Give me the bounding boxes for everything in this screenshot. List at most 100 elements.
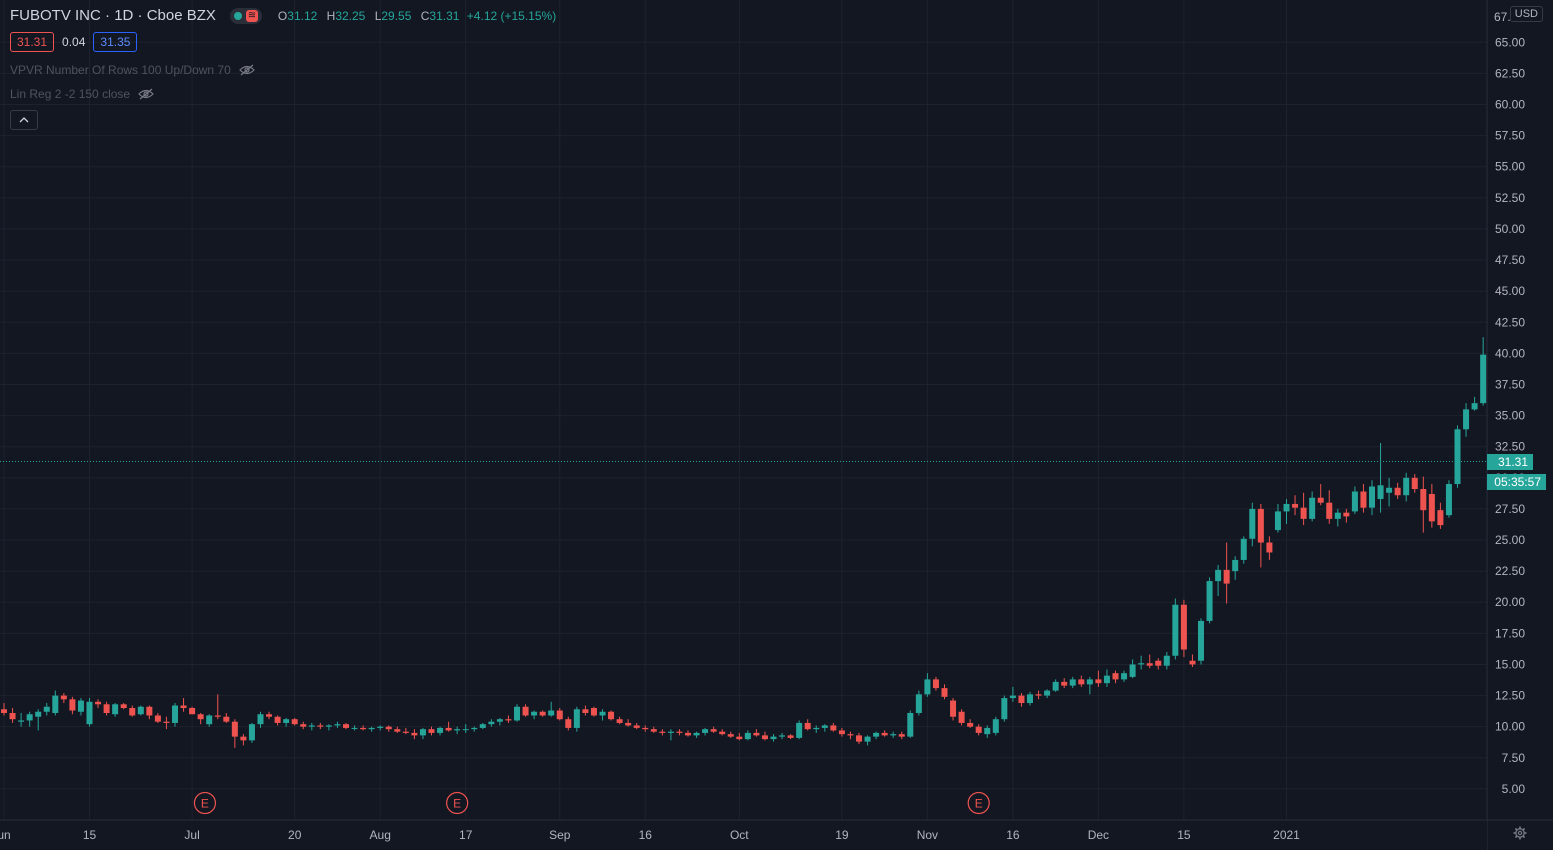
- candle[interactable]: [223, 712, 230, 723]
- candle[interactable]: [1018, 693, 1025, 707]
- candle[interactable]: [719, 729, 726, 736]
- candle[interactable]: [1334, 508, 1341, 527]
- candle[interactable]: [685, 730, 691, 737]
- candle[interactable]: [1309, 491, 1316, 522]
- candle[interactable]: [26, 711, 33, 727]
- candle[interactable]: [411, 729, 418, 740]
- candle[interactable]: [514, 704, 520, 722]
- candle[interactable]: [1403, 472, 1410, 502]
- candle[interactable]: [847, 731, 854, 740]
- candle[interactable]: [1480, 337, 1487, 406]
- candle[interactable]: [539, 710, 546, 717]
- price-axis[interactable]: [1487, 0, 1553, 850]
- candle[interactable]: [69, 696, 76, 715]
- candle[interactable]: [1095, 670, 1102, 687]
- candle[interactable]: [402, 727, 409, 735]
- candle[interactable]: [744, 730, 751, 741]
- symbol-title[interactable]: FUBOTV INC · 1D · Cboe BZX: [10, 7, 216, 24]
- candle[interactable]: [1027, 691, 1033, 706]
- candle[interactable]: [1463, 403, 1470, 437]
- candle[interactable]: [1274, 503, 1281, 533]
- candle[interactable]: [770, 734, 777, 742]
- candle[interactable]: [437, 726, 444, 736]
- candle[interactable]: [667, 729, 674, 741]
- candle[interactable]: [1411, 474, 1418, 493]
- earnings-marker[interactable]: E: [446, 791, 469, 815]
- candle[interactable]: [522, 704, 529, 717]
- candle[interactable]: [9, 708, 16, 723]
- candle[interactable]: [1001, 695, 1008, 722]
- candle[interactable]: [881, 730, 888, 737]
- candle[interactable]: [608, 710, 615, 721]
- candle[interactable]: [1103, 669, 1110, 687]
- candle[interactable]: [1206, 577, 1213, 624]
- candle[interactable]: [266, 711, 273, 720]
- candle[interactable]: [214, 694, 221, 720]
- candle[interactable]: [779, 732, 786, 740]
- candle[interactable]: [1343, 508, 1350, 523]
- candle[interactable]: [873, 731, 880, 740]
- candle[interactable]: [1180, 599, 1187, 657]
- candle[interactable]: [975, 724, 982, 736]
- candle[interactable]: [1215, 564, 1222, 597]
- candle[interactable]: [633, 722, 640, 730]
- candle[interactable]: [471, 726, 478, 732]
- candle[interactable]: [1360, 484, 1367, 513]
- candle[interactable]: [590, 706, 597, 717]
- candle[interactable]: [385, 725, 392, 732]
- candle[interactable]: [736, 732, 743, 741]
- candle[interactable]: [1069, 676, 1076, 689]
- candle[interactable]: [1394, 482, 1401, 499]
- candle[interactable]: [1086, 676, 1093, 695]
- candle[interactable]: [1377, 442, 1384, 513]
- candle[interactable]: [967, 719, 974, 728]
- candle[interactable]: [231, 719, 238, 748]
- candle[interactable]: [992, 716, 999, 736]
- candle[interactable]: [1232, 556, 1239, 580]
- candle[interactable]: [761, 731, 768, 741]
- candle[interactable]: [650, 726, 657, 733]
- candle[interactable]: [1249, 502, 1256, 547]
- candle[interactable]: [1121, 670, 1128, 682]
- indicator-linreg[interactable]: Lin Reg 2 -2 150 close: [10, 87, 154, 101]
- candle[interactable]: [77, 698, 84, 716]
- candle[interactable]: [676, 729, 683, 736]
- candle[interactable]: [1172, 598, 1179, 660]
- candle[interactable]: [1112, 670, 1119, 684]
- candle[interactable]: [189, 706, 196, 715]
- candle[interactable]: [317, 722, 324, 730]
- candle[interactable]: [1292, 495, 1299, 516]
- candle[interactable]: [950, 698, 957, 721]
- candle[interactable]: [821, 724, 828, 732]
- collapse-legend-button[interactable]: [10, 110, 38, 130]
- candle[interactable]: [496, 717, 503, 726]
- candle[interactable]: [1044, 689, 1051, 699]
- candle[interactable]: [428, 726, 435, 736]
- candle[interactable]: [727, 731, 734, 738]
- candle[interactable]: [932, 676, 939, 691]
- candle[interactable]: [1189, 654, 1196, 667]
- candle[interactable]: [257, 711, 264, 728]
- candle[interactable]: [1078, 675, 1085, 687]
- candle[interactable]: [248, 722, 255, 743]
- candle[interactable]: [360, 725, 367, 731]
- candle[interactable]: [1198, 618, 1204, 665]
- candle[interactable]: [1129, 659, 1136, 679]
- candle[interactable]: [479, 722, 486, 730]
- candle[interactable]: [129, 705, 136, 717]
- candle[interactable]: [924, 673, 931, 697]
- candle[interactable]: [445, 721, 452, 732]
- candle[interactable]: [394, 726, 401, 733]
- candle[interactable]: [556, 708, 563, 721]
- candle[interactable]: [343, 722, 349, 730]
- candle[interactable]: [659, 729, 666, 736]
- candle[interactable]: [642, 725, 649, 732]
- candle[interactable]: [616, 716, 623, 725]
- candle[interactable]: [1, 703, 7, 716]
- candle[interactable]: [137, 705, 144, 716]
- candle[interactable]: [197, 712, 204, 725]
- candle[interactable]: [274, 715, 281, 726]
- candle[interactable]: [43, 703, 50, 716]
- candle[interactable]: [283, 717, 290, 727]
- candle[interactable]: [1009, 686, 1016, 702]
